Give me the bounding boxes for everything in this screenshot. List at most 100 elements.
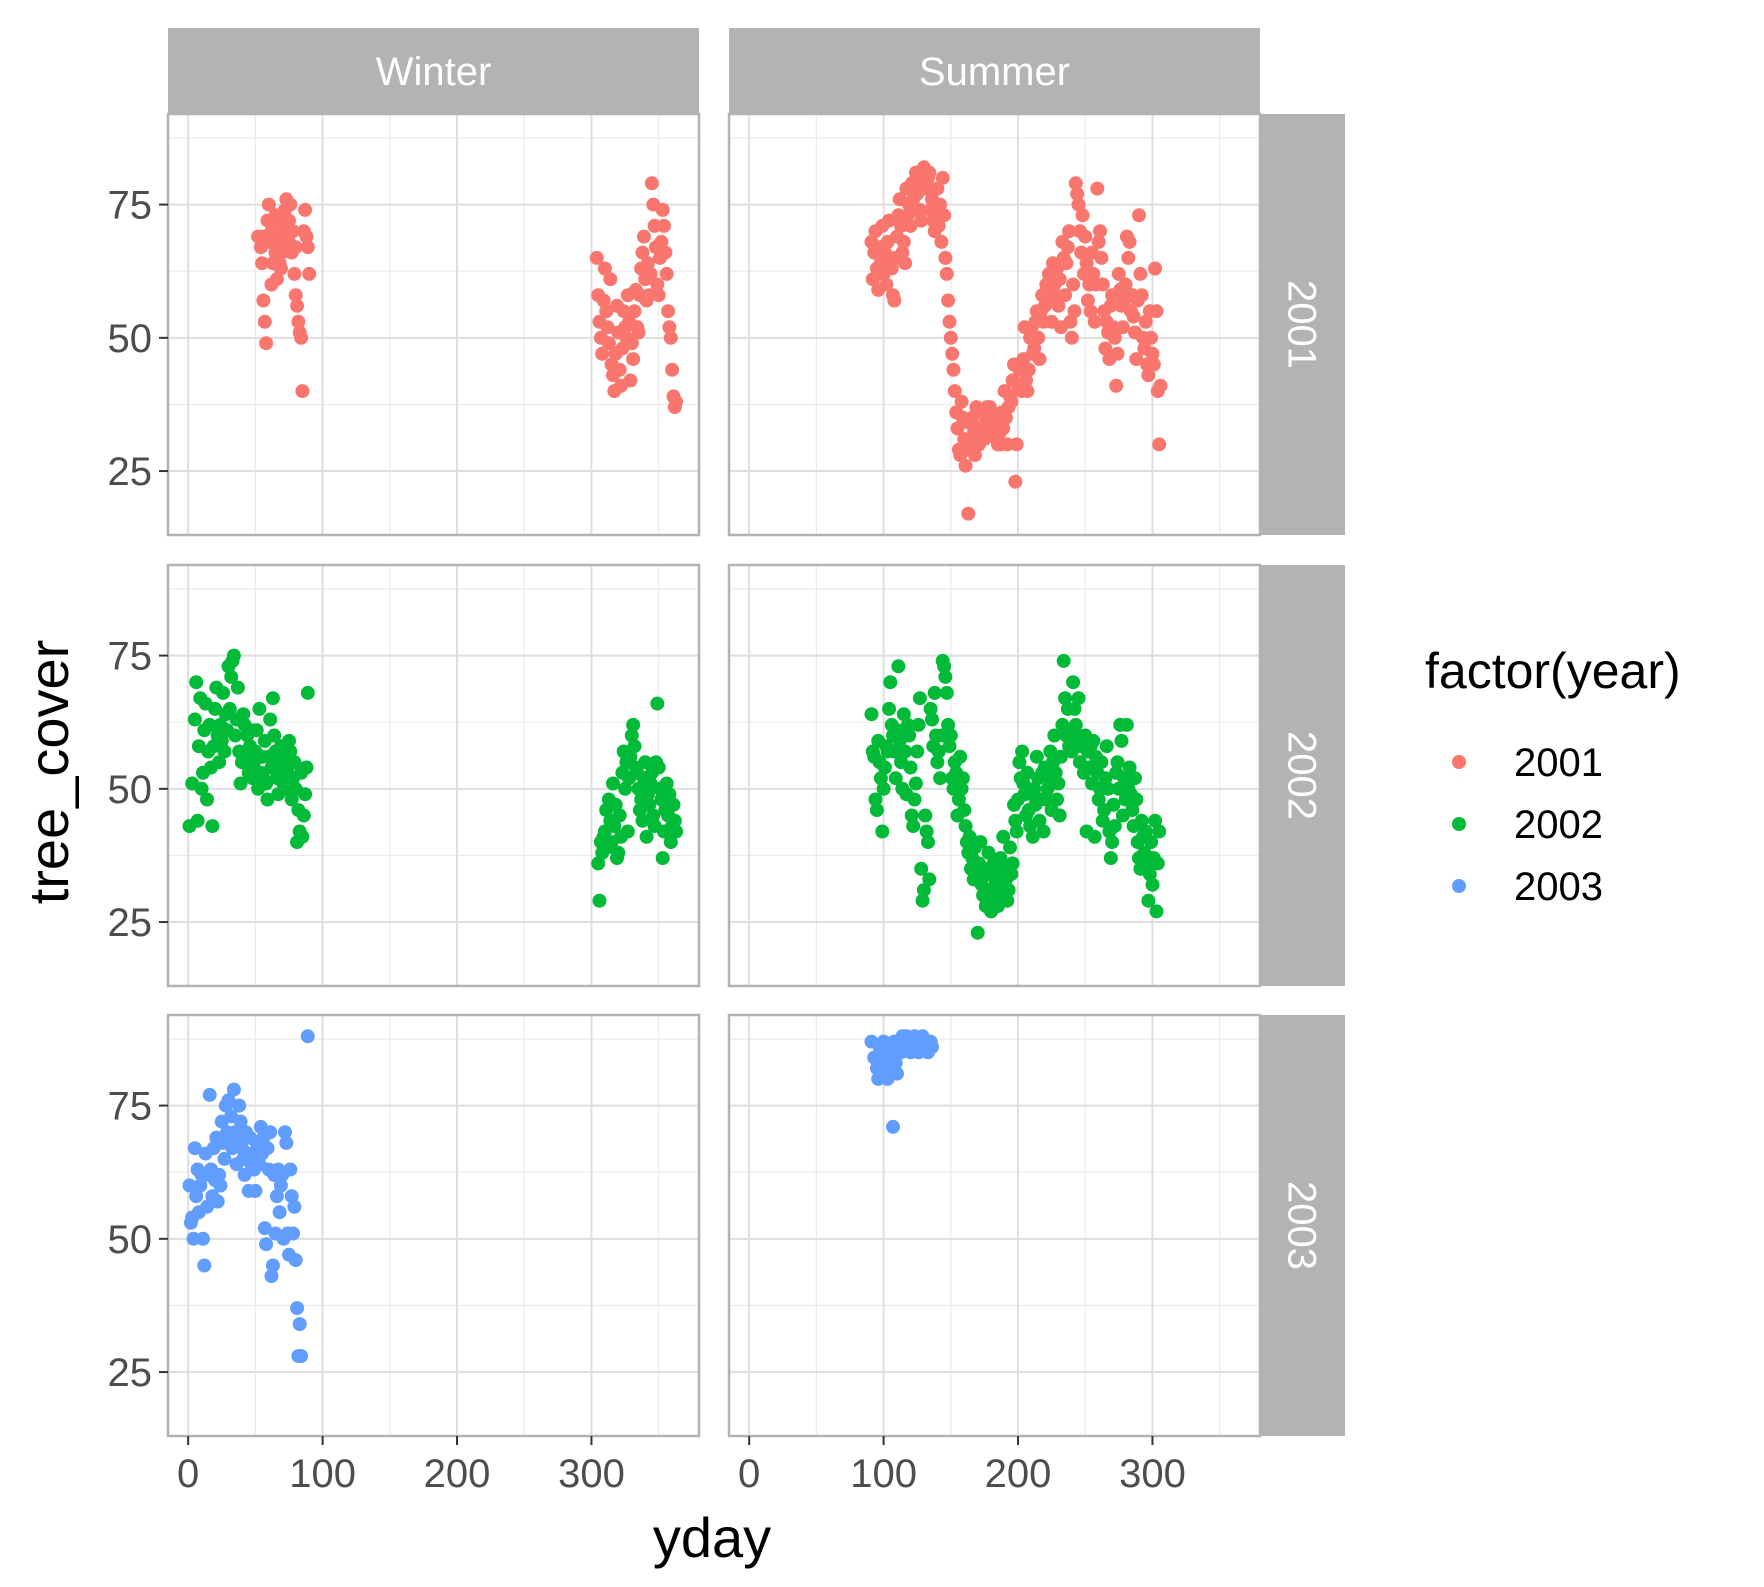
data-point (890, 1066, 904, 1081)
data-point (1015, 744, 1030, 759)
data-point (208, 701, 223, 716)
data-point (1091, 234, 1106, 249)
series-2003-summer (864, 1029, 939, 1134)
data-point (1128, 771, 1142, 786)
data-point (233, 776, 248, 791)
data-point (1052, 808, 1067, 823)
data-point (300, 685, 315, 700)
data-point (599, 304, 614, 319)
data-point (288, 240, 303, 255)
data-point (299, 229, 314, 244)
data-point (269, 1189, 284, 1204)
data-point (1098, 341, 1113, 356)
data-point (1148, 813, 1163, 828)
y-tick-label: 75 (108, 184, 153, 228)
data-point (937, 659, 952, 674)
data-point (1025, 829, 1040, 844)
data-point (1099, 739, 1114, 754)
data-point (981, 845, 996, 860)
data-point (263, 712, 278, 727)
data-point (193, 1178, 208, 1193)
data-point (302, 266, 317, 281)
data-point (228, 728, 243, 743)
data-point (898, 256, 913, 271)
data-point (1048, 765, 1063, 780)
data-point (283, 1162, 298, 1177)
data-point (189, 1189, 204, 1204)
data-point (646, 808, 661, 823)
data-point (895, 245, 910, 260)
data-point (898, 744, 913, 759)
data-point (278, 1125, 292, 1140)
data-point (934, 234, 949, 249)
x-axis-title: yday (653, 1506, 771, 1569)
y-tick-label: 50 (108, 317, 153, 361)
data-point (912, 691, 927, 706)
data-point (217, 744, 232, 759)
data-point (1056, 653, 1071, 668)
data-point (624, 728, 639, 743)
data-point (1066, 277, 1081, 292)
data-point (930, 755, 945, 770)
data-point (912, 202, 927, 217)
data-point (282, 213, 296, 228)
data-point (288, 1253, 303, 1268)
data-point (601, 336, 616, 351)
data-point (888, 771, 903, 786)
data-point (938, 250, 953, 265)
data-point (288, 288, 303, 303)
data-point (627, 304, 642, 319)
data-point (300, 240, 315, 255)
data-point (921, 835, 935, 850)
data-point (1141, 893, 1156, 908)
data-point (265, 691, 280, 706)
panel-background (168, 1015, 699, 1436)
data-point (626, 717, 641, 732)
data-point (666, 797, 681, 812)
data-point (882, 701, 896, 716)
data-point (618, 781, 633, 796)
data-point (639, 829, 654, 844)
data-point (1101, 781, 1116, 796)
data-point (942, 314, 957, 329)
data-point (657, 218, 671, 233)
data-point (214, 733, 229, 748)
data-point (1078, 229, 1093, 244)
data-point (221, 1093, 236, 1108)
data-point (868, 792, 883, 807)
legend-key-2001 (1452, 755, 1466, 769)
data-point (283, 197, 298, 212)
data-point (202, 717, 217, 732)
data-point (1004, 867, 1019, 882)
data-point (1066, 675, 1081, 690)
data-point (1148, 261, 1163, 276)
strip-label-winter: Winter (376, 50, 492, 94)
data-point (661, 304, 676, 319)
data-point (914, 213, 929, 228)
data-point (635, 813, 650, 828)
data-point (233, 1114, 248, 1129)
data-point (925, 712, 939, 727)
data-point (931, 218, 946, 233)
data-point (887, 744, 902, 759)
data-point (923, 701, 938, 716)
data-point (190, 813, 205, 828)
data-point (299, 760, 314, 775)
data-point (907, 792, 922, 807)
data-point (611, 845, 626, 860)
data-point (896, 707, 911, 722)
y-tick-label: 25 (108, 901, 153, 945)
data-point (1152, 824, 1167, 839)
data-point (922, 165, 937, 180)
data-point (1152, 437, 1167, 452)
data-point (261, 234, 276, 249)
data-point (222, 701, 237, 716)
data-point (1016, 776, 1031, 791)
data-point (887, 293, 902, 308)
data-point (1043, 744, 1058, 759)
data-point (904, 808, 919, 823)
data-point (1019, 373, 1034, 388)
data-point (947, 384, 962, 399)
data-point (943, 330, 958, 345)
facet-panels (166, 112, 1262, 1438)
